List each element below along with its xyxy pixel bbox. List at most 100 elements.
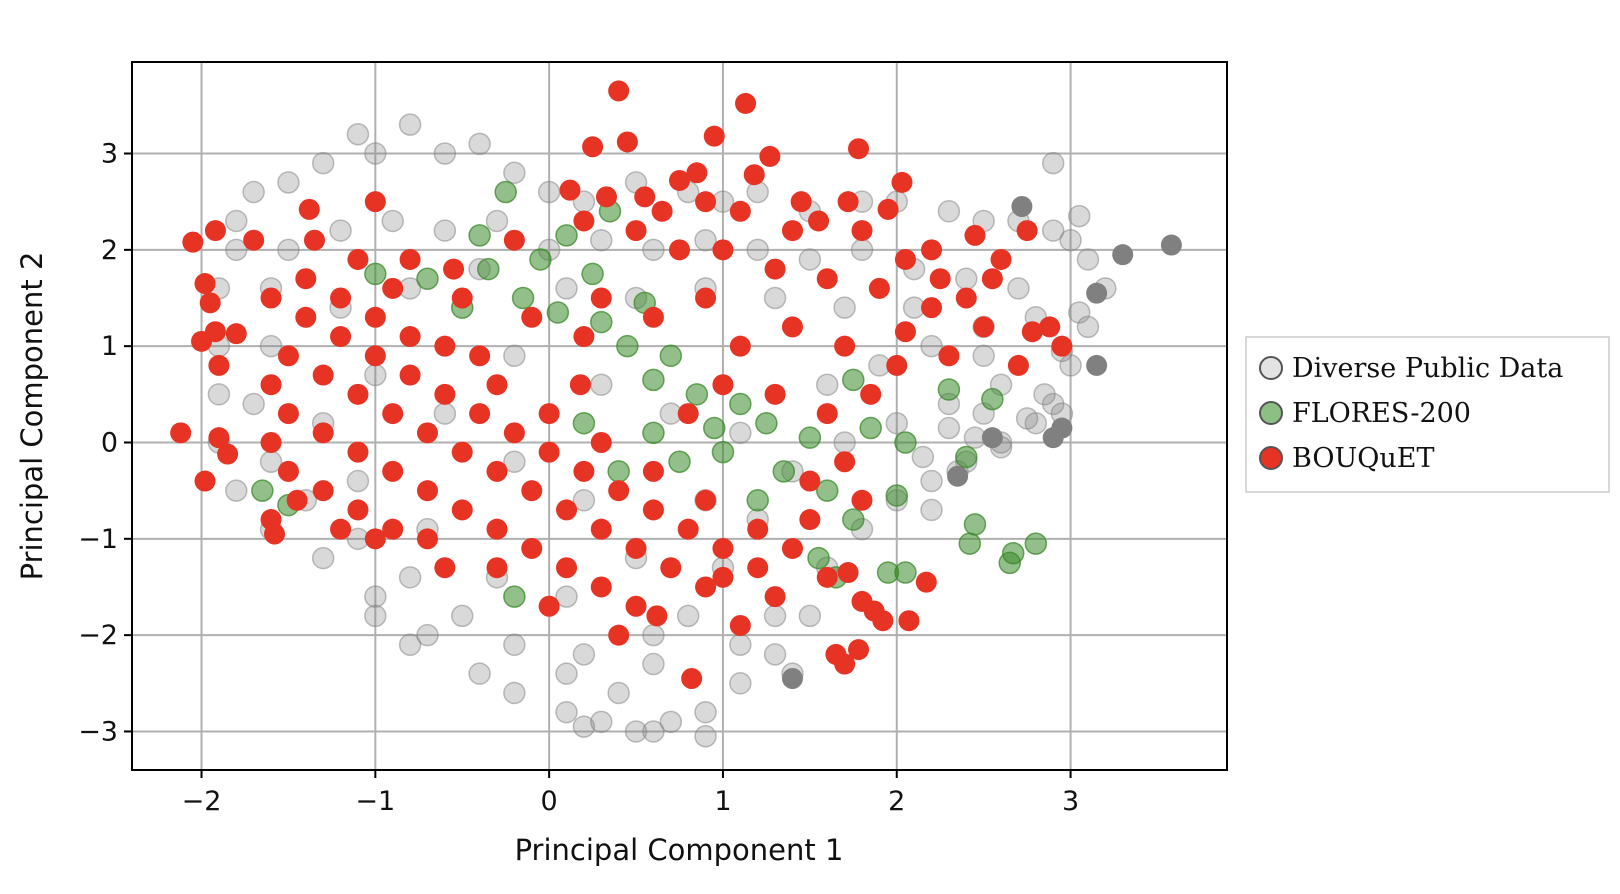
data-point xyxy=(1007,277,1030,300)
data-point xyxy=(347,499,369,521)
data-point xyxy=(833,296,856,319)
data-point xyxy=(837,191,859,213)
data-point xyxy=(712,537,734,559)
data-point xyxy=(311,546,335,570)
data-point xyxy=(347,441,369,463)
data-point xyxy=(194,273,216,295)
data-point xyxy=(625,537,647,559)
data-point xyxy=(1011,195,1033,217)
data-point xyxy=(503,344,526,368)
data-point xyxy=(1041,151,1065,175)
data-point xyxy=(546,301,570,324)
data-point xyxy=(434,557,456,579)
data-point xyxy=(225,479,248,502)
data-point xyxy=(607,460,630,483)
data-point xyxy=(572,643,596,666)
data-point xyxy=(642,421,665,445)
data-point xyxy=(556,499,578,521)
data-point xyxy=(686,162,708,184)
legend-box xyxy=(1245,336,1610,493)
data-point xyxy=(915,571,937,593)
data-point xyxy=(381,209,404,233)
data-point xyxy=(364,585,387,608)
data-point xyxy=(582,136,604,158)
data-point xyxy=(1068,301,1091,324)
data-point xyxy=(590,310,613,334)
series-3 xyxy=(170,80,1073,689)
data-point xyxy=(891,171,913,193)
data-point xyxy=(898,610,920,632)
data-point xyxy=(486,374,508,396)
data-point xyxy=(555,700,578,724)
data-point xyxy=(763,643,787,666)
x-tick-label: −1 xyxy=(355,786,395,817)
data-point xyxy=(503,161,526,185)
data-point xyxy=(764,258,786,280)
data-point xyxy=(929,268,951,290)
data-point xyxy=(251,479,274,502)
legend-marker xyxy=(1259,446,1283,470)
data-point xyxy=(964,224,986,246)
data-point xyxy=(416,528,438,550)
series-2 xyxy=(251,180,1048,608)
data-point xyxy=(242,392,265,416)
data-point xyxy=(624,720,648,743)
y-tick-label: −2 xyxy=(78,620,118,651)
data-point xyxy=(382,460,404,482)
data-point xyxy=(329,219,352,242)
data-point xyxy=(590,576,612,598)
data-point xyxy=(695,576,717,598)
data-point xyxy=(729,633,752,657)
data-point xyxy=(642,306,664,328)
data-point xyxy=(277,403,299,425)
data-point xyxy=(569,374,591,396)
data-point xyxy=(1112,244,1134,266)
data-point xyxy=(955,445,978,469)
data-point xyxy=(695,489,717,511)
data-point xyxy=(833,431,856,454)
data-point xyxy=(669,239,690,261)
data-point xyxy=(590,287,612,309)
data-point xyxy=(503,585,526,608)
data-point xyxy=(781,537,803,559)
data-point xyxy=(416,623,439,647)
data-point xyxy=(311,151,335,175)
data-point xyxy=(590,431,612,453)
data-point xyxy=(573,326,595,348)
data-point xyxy=(503,422,525,444)
data-point xyxy=(398,566,422,589)
data-point xyxy=(503,229,525,251)
data-point xyxy=(260,431,282,453)
data-point xyxy=(958,532,982,555)
data-point xyxy=(182,231,204,253)
data-point xyxy=(468,224,491,247)
data-point xyxy=(763,604,787,628)
data-point xyxy=(225,209,248,233)
data-point xyxy=(1039,316,1061,338)
data-point xyxy=(981,387,1004,411)
data-point xyxy=(443,258,465,280)
data-point xyxy=(842,508,865,531)
data-point xyxy=(260,374,282,396)
data-point xyxy=(642,238,665,262)
data-point xyxy=(416,267,439,290)
data-point xyxy=(434,383,456,405)
data-point xyxy=(894,248,916,270)
data-point xyxy=(538,403,560,425)
data-point xyxy=(468,662,491,685)
data-point xyxy=(364,142,387,165)
data-point xyxy=(382,518,404,540)
data-point xyxy=(225,323,247,345)
data-point xyxy=(694,228,717,252)
data-point xyxy=(894,431,917,454)
data-point xyxy=(872,610,894,632)
data-point xyxy=(712,566,734,588)
data-point xyxy=(763,286,787,310)
data-point xyxy=(364,262,387,286)
data-point xyxy=(746,238,769,262)
data-point xyxy=(477,257,500,281)
data-point xyxy=(798,426,822,449)
data-point xyxy=(581,262,604,286)
data-point xyxy=(1076,248,1100,271)
data-point xyxy=(207,383,231,406)
